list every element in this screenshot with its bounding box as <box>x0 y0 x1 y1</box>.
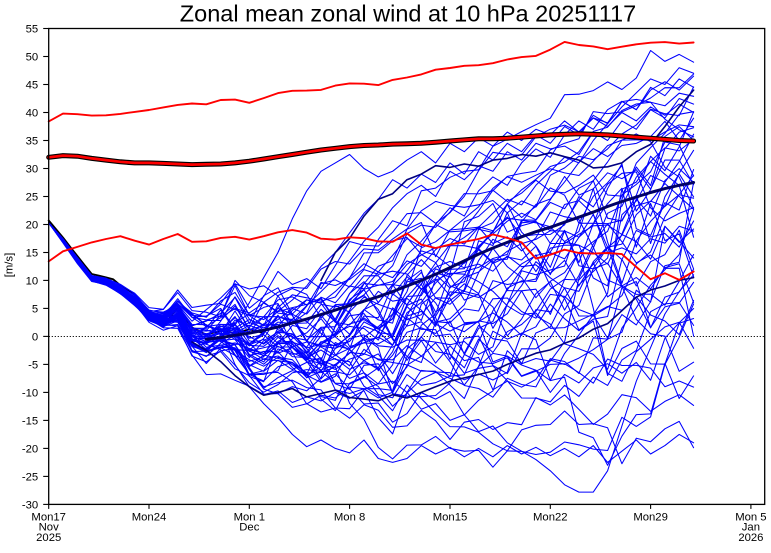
svg-text:10: 10 <box>26 276 39 288</box>
svg-text:Mon29: Mon29 <box>633 511 668 523</box>
svg-text:50: 50 <box>26 52 39 64</box>
svg-text:2026: 2026 <box>738 532 763 544</box>
svg-text:30: 30 <box>26 164 39 176</box>
svg-text:-10: -10 <box>22 388 38 400</box>
svg-text:Dec: Dec <box>239 522 259 534</box>
svg-text:35: 35 <box>26 136 39 148</box>
svg-text:0: 0 <box>32 332 38 344</box>
svg-text:Nov: Nov <box>39 522 59 534</box>
svg-text:[m/s]: [m/s] <box>3 253 15 277</box>
svg-text:-30: -30 <box>22 500 38 512</box>
svg-text:5: 5 <box>32 304 38 316</box>
svg-text:25: 25 <box>26 192 39 204</box>
svg-text:Mon17: Mon17 <box>31 511 66 523</box>
svg-text:15: 15 <box>26 248 39 260</box>
svg-text:55: 55 <box>26 24 39 36</box>
svg-text:Mon22: Mon22 <box>533 511 568 523</box>
svg-text:Mon 1: Mon 1 <box>234 511 265 523</box>
svg-text:Zonal mean zonal wind at 10 hP: Zonal mean zonal wind at 10 hPa 20251117 <box>180 0 636 26</box>
svg-text:Mon24: Mon24 <box>132 511 167 523</box>
svg-text:40: 40 <box>26 108 39 120</box>
svg-text:20: 20 <box>26 220 39 232</box>
svg-text:-5: -5 <box>28 360 38 372</box>
svg-text:Mon 5: Mon 5 <box>735 511 766 523</box>
svg-text:45: 45 <box>26 80 39 92</box>
svg-text:Mon15: Mon15 <box>433 511 468 523</box>
svg-text:-15: -15 <box>22 416 38 428</box>
svg-text:-25: -25 <box>22 472 38 484</box>
svg-text:2025: 2025 <box>36 532 61 544</box>
svg-text:Jan: Jan <box>742 522 760 534</box>
svg-text:-20: -20 <box>22 444 38 456</box>
svg-text:Mon 8: Mon 8 <box>334 511 365 523</box>
